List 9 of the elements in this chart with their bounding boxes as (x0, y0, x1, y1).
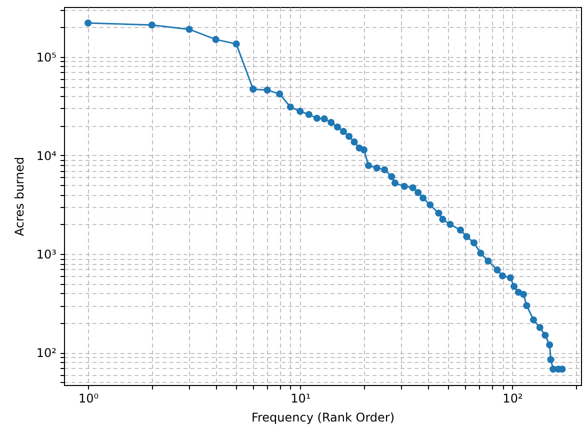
y-axis-title: Acres burned (12, 156, 26, 236)
x-tick-label: 10² (502, 392, 523, 406)
y-tick-label: 10⁴ (36, 148, 57, 163)
y-tick-label: 10⁵ (36, 50, 57, 64)
y-tick-label: 10³ (36, 248, 57, 262)
y-tick-label: 10² (36, 346, 57, 360)
x-axis-title: Frequency (Rank Order) (251, 410, 395, 424)
x-tick-label: 10⁰ (78, 392, 99, 406)
x-tick-label: 10¹ (290, 392, 311, 406)
